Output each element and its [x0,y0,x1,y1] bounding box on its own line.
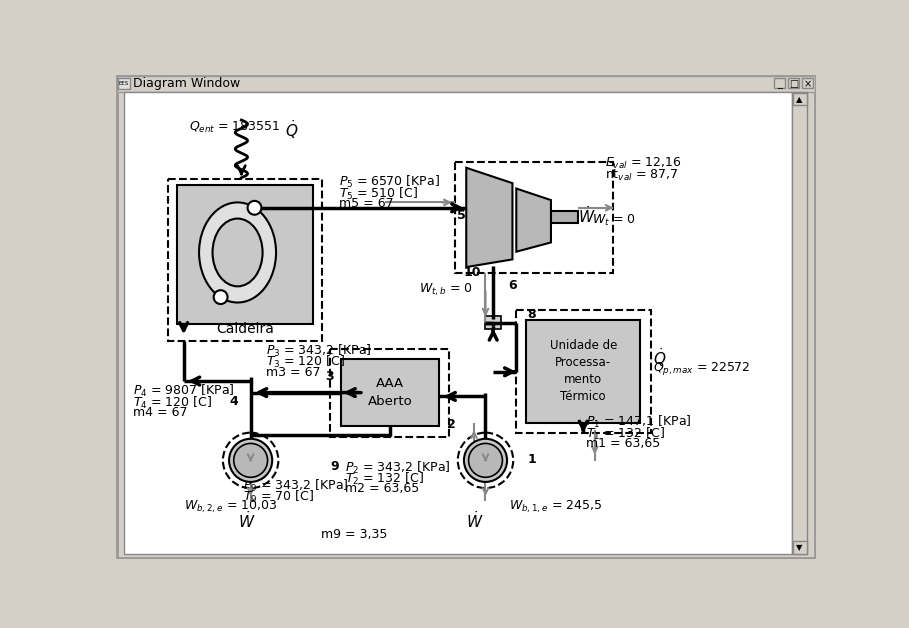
FancyBboxPatch shape [116,76,815,558]
Text: □: □ [789,79,798,89]
FancyBboxPatch shape [526,320,640,423]
Circle shape [464,439,507,482]
Text: $W_{t,b}$ = 0: $W_{t,b}$ = 0 [418,282,473,298]
Text: $\dot{W}$: $\dot{W}$ [578,205,595,225]
Text: m5 = 67: m5 = 67 [339,197,394,210]
Text: _: _ [777,79,782,89]
Text: 5: 5 [457,208,465,222]
Circle shape [229,439,272,482]
FancyBboxPatch shape [788,78,799,89]
Text: m2 = 63,65: m2 = 63,65 [345,482,420,495]
Text: $T_5$ = 510 [C]: $T_5$ = 510 [C] [339,185,418,202]
Text: m9 = 3,35: m9 = 3,35 [322,528,388,541]
Text: $T_4$ = 120 [C]: $T_4$ = 120 [C] [133,395,212,411]
Text: $P_5$ = 6570 [KPa]: $P_5$ = 6570 [KPa] [339,174,440,190]
FancyBboxPatch shape [792,92,807,555]
FancyBboxPatch shape [124,92,792,555]
Text: $P_3$ = 343,2 [KPa]: $P_3$ = 343,2 [KPa] [266,344,372,359]
Text: 4: 4 [230,395,238,408]
Text: $Q_{ent}$ = 183551: $Q_{ent}$ = 183551 [189,120,281,135]
Polygon shape [466,168,513,267]
Text: $Q_{p,max}$ = 22572: $Q_{p,max}$ = 22572 [654,360,751,377]
Text: $W_{b,1,e}$ = 245,5: $W_{b,1,e}$ = 245,5 [509,499,602,515]
Text: Unidade de
Processa-
mento
Térmico: Unidade de Processa- mento Térmico [550,339,617,403]
Text: $\dot{W}$: $\dot{W}$ [237,511,255,531]
FancyBboxPatch shape [793,93,806,106]
Text: nt$_{val}$ = 87,7: nt$_{val}$ = 87,7 [604,168,678,183]
Text: $P_1$ = 147,1 [KPa]: $P_1$ = 147,1 [KPa] [585,414,692,430]
Circle shape [468,443,503,477]
Text: $E_{val}$ = 12,16: $E_{val}$ = 12,16 [604,156,682,171]
FancyBboxPatch shape [118,78,130,89]
Text: 3: 3 [325,369,334,382]
FancyBboxPatch shape [341,359,439,426]
Text: $W_t$ = 0: $W_t$ = 0 [592,212,635,227]
Text: m1 = 63,65: m1 = 63,65 [585,437,660,450]
Text: Caldeira: Caldeira [216,322,275,336]
Text: $\dot{Q}$: $\dot{Q}$ [285,117,299,141]
FancyBboxPatch shape [802,78,813,89]
FancyBboxPatch shape [793,541,806,553]
Text: ×: × [804,79,812,89]
Text: $T_3$ = 120 [C]: $T_3$ = 120 [C] [266,354,345,370]
Ellipse shape [199,202,276,303]
Text: $T_9$ = 70 [C]: $T_9$ = 70 [C] [243,489,315,505]
Text: 1: 1 [528,453,536,465]
FancyBboxPatch shape [116,76,815,92]
Circle shape [214,290,227,304]
Text: $P_4$ = 9807 [KPa]: $P_4$ = 9807 [KPa] [133,383,235,399]
Text: ▼: ▼ [796,543,803,552]
FancyBboxPatch shape [551,211,578,223]
Text: $W_{b,2,e}$ = 10,03: $W_{b,2,e}$ = 10,03 [184,499,277,515]
Text: 9: 9 [330,460,338,474]
Circle shape [234,443,267,477]
Text: 8: 8 [527,308,535,321]
FancyBboxPatch shape [485,316,501,330]
Text: m4 = 67: m4 = 67 [133,406,187,420]
Text: AAA
Aberto: AAA Aberto [367,377,413,408]
Text: $\dot{Q}$: $\dot{Q}$ [654,347,666,369]
Text: $T_2$ = 132 [C]: $T_2$ = 132 [C] [345,471,425,487]
Text: 2: 2 [447,418,455,431]
FancyBboxPatch shape [177,185,313,324]
Text: 6: 6 [508,279,516,293]
Text: m3 = 67: m3 = 67 [266,365,321,379]
Text: EES: EES [118,82,129,86]
Text: $P_2$ = 343,2 [KPa]: $P_2$ = 343,2 [KPa] [345,460,451,477]
Circle shape [247,201,262,215]
Polygon shape [516,188,551,252]
Ellipse shape [213,219,263,286]
Text: $\dot{W}$: $\dot{W}$ [466,511,484,531]
Text: Diagram Window: Diagram Window [133,77,240,90]
Text: 10: 10 [464,266,482,279]
Text: $P_9$ = 343,2 [KPa]: $P_9$ = 343,2 [KPa] [243,478,349,494]
Text: ▲: ▲ [796,95,803,104]
Text: $T_1$ = 132 [C]: $T_1$ = 132 [C] [585,426,664,442]
FancyBboxPatch shape [774,78,785,89]
